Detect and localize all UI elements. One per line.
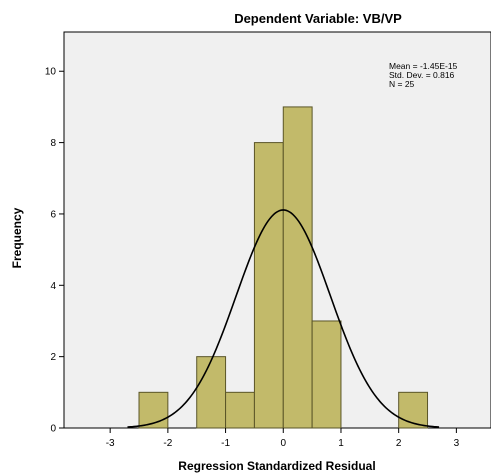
x-tick-label-2: -1 [221,438,230,449]
x-tick-label-5: 2 [396,438,402,449]
x-tick-label-0: -3 [106,438,115,449]
stats-n: N = 25 [389,79,415,89]
x-tick-label-6: 3 [454,438,460,449]
histogram-bar-0 [138,391,169,429]
histogram-bar-5 [282,106,313,429]
y-tick-label-3: 6 [50,209,56,220]
stats-box: Mean = -1.45E-15 Std. Dev. = 0.816 N = 2… [389,61,458,89]
y-tick-label-2: 4 [50,281,56,292]
x-tick-label-1: -2 [163,438,172,449]
histogram-bar-9 [398,391,429,429]
chart-title: Dependent Variable: VB/VP [234,11,402,26]
histogram-bar-6 [311,320,342,429]
stats-std-dev: Std. Dev. = 0.816 [389,70,455,80]
axes-group: -3 -2 -1 0 1 2 3 0 2 4 6 8 10 [45,67,460,449]
y-tick-label-1: 2 [50,352,56,363]
histogram-bar-2 [196,356,227,429]
histogram-bar-4 [253,142,284,429]
x-tick-label-4: 1 [338,438,344,449]
histogram-bar-3 [225,391,255,429]
stats-mean: Mean = -1.45E-15 [389,61,458,71]
y-tick-label-4: 8 [50,138,56,149]
y-tick-label-5: 10 [45,67,57,78]
normal-curve [127,209,440,428]
y-axis-title: Frequency [10,207,24,268]
x-axis-title: Regression Standardized Residual [178,459,375,473]
y-tick-label-0: 0 [50,424,56,435]
bars-group [138,106,429,429]
x-tick-label-3: 0 [280,438,286,449]
